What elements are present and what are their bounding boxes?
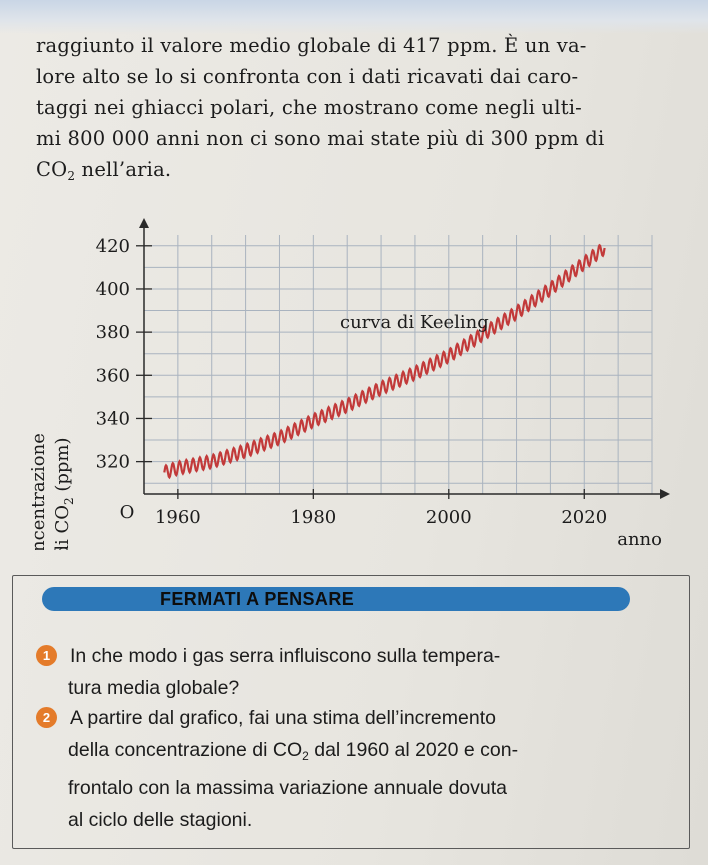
intro-co-subscript: 2: [67, 169, 76, 183]
y-axis-label-line-1: concentrazione: [28, 433, 49, 550]
y-axis-arrow: [139, 218, 149, 228]
chart-axes: [139, 218, 670, 499]
x-axis-arrow: [660, 489, 670, 499]
x-axis-label: anno: [617, 529, 662, 550]
keeling-curve: [163, 243, 606, 480]
question-2-line-3: frontalo con la massima variazione annua…: [68, 777, 508, 799]
y-axis-label-subscript: 2: [62, 497, 76, 505]
question-1: 1 In che modo i gas serra influiscono su…: [0, 640, 708, 710]
y-axis-label-co: di CO: [52, 505, 73, 550]
keeling-chart: 320 340 360 380 400 420 1960 1980 2000 2020 conce…: [28, 218, 670, 550]
question-2-line-2-tail: dal 1960 al 2020 e con-: [308, 739, 519, 761]
intro-line-2: lore alto se lo si confronta con i dati …: [36, 65, 579, 88]
box-header-bar: [42, 587, 630, 611]
question-1-text: In che modo i gas serra influiscono sull…: [68, 640, 670, 704]
chart-ticks: 320 340 360 380 400 420 1960 1980 2000 2020: [96, 236, 608, 528]
x-tick-label: 1980: [290, 507, 336, 528]
x-tick-label: 2000: [426, 507, 472, 528]
chart-grid: [144, 235, 653, 494]
box-title: FERMATI A PENSARE: [160, 589, 355, 609]
y-tick-label: 400: [96, 279, 130, 300]
intro-line-5: CO2 nell’aria.: [36, 154, 676, 192]
y-tick-label: 320: [96, 452, 130, 473]
question-2-number: 2: [36, 707, 57, 728]
origin-label: O: [120, 502, 135, 523]
intro-line-4: mi 800 000 anni non ci sono mai state pi…: [36, 127, 605, 150]
y-tick-label: 420: [96, 236, 130, 257]
top-decorative-band: [0, 0, 708, 34]
question-2-line-4: al ciclo delle stagioni.: [68, 809, 253, 831]
intro-tail: nell’aria.: [75, 158, 172, 181]
y-tick-label: 380: [96, 322, 130, 343]
question-2: 2 A partire dal grafico, fai una stima d…: [0, 702, 708, 842]
question-2-text: A partire dal grafico, fai una stima del…: [68, 702, 670, 836]
x-tick-label: 1960: [155, 507, 201, 528]
y-axis-label-unit: (ppm): [52, 437, 73, 497]
x-tick-label: 2020: [561, 507, 607, 528]
intro-line-3: taggi nei ghiacci polari, che mostrano c…: [36, 96, 582, 119]
y-tick-label: 360: [96, 365, 130, 386]
y-axis-label-line-2: di CO2 (ppm): [52, 437, 76, 550]
y-tick-label: 340: [96, 408, 130, 429]
question-2-subscript: 2: [302, 749, 309, 763]
question-1-line-2: tura media globale?: [68, 677, 240, 699]
question-2-line-2: della concentrazione di CO2 dal 1960 al …: [68, 734, 670, 772]
curve-annotation: curva di Keeling: [340, 312, 489, 333]
question-1-line-1: In che modo i gas serra influiscono sull…: [70, 645, 501, 667]
question-2-line-1: A partire dal grafico, fai una stima del…: [70, 707, 496, 729]
intro-line-1: raggiunto il valore medio globale di 417…: [36, 34, 587, 57]
question-2-co: della concentrazione di CO: [68, 739, 303, 761]
fermati-a-pensare-box: [12, 575, 690, 849]
intro-co: CO: [36, 158, 68, 181]
intro-paragraph: raggiunto il valore medio globale di 417…: [36, 30, 676, 192]
question-1-number: 1: [36, 645, 57, 666]
